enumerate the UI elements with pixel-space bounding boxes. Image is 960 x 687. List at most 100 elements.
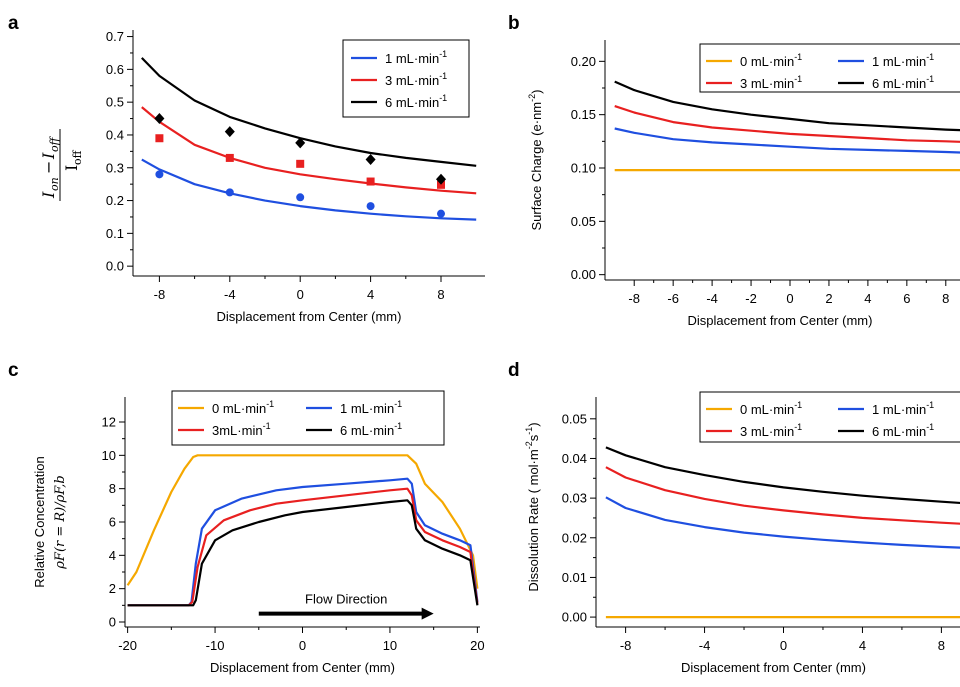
data-point-a-0-0 (155, 170, 164, 179)
series-line-b-3 (614, 80, 960, 132)
series-line-c-0 (126, 454, 479, 589)
y-tick-label-d-1: 0.01 (562, 570, 587, 585)
ylabel-b-sup: -2 (527, 94, 537, 102)
ylabel-a-num-sub2: off (48, 135, 61, 152)
legend-label-sup: -1 (394, 399, 402, 409)
panel-a-plot: 0.0 0.1 0.2 0.3 0.4 0.5 0.6 0.7 -8 -4 0 4 8 Displacem… (106, 29, 485, 324)
data-point-a-1-0 (155, 134, 164, 143)
legend-label-sup: -1 (794, 400, 802, 410)
legend-label-text: 1 mL·min (872, 402, 926, 417)
x-tick-label-c-0: -20 (118, 638, 137, 653)
x-tick-label-d-4: 8 (938, 638, 945, 653)
series-line-c-2 (127, 487, 479, 607)
ylabel-d-mid: s (526, 434, 541, 441)
x-tick-label-d-0: -8 (620, 638, 632, 653)
data-point-a-1-2 (296, 159, 305, 168)
data-point-a-1-4 (437, 180, 445, 189)
y-tick-label-b-2: 0.10 (571, 161, 596, 176)
x-tick-label-d-2: 0 (780, 638, 787, 653)
legend-box-a (342, 39, 470, 118)
y-tick-label-d-4: 0.04 (562, 451, 587, 466)
legend-label-c-2: 3mL·min-1 (212, 421, 271, 438)
series-line-b-2 (614, 105, 960, 143)
legend-label-text: 3 mL·min (385, 73, 439, 88)
plots-layer: 0.0 0.1 0.2 0.3 0.4 0.5 0.6 0.7 -8 -4 0 4 8 Displacem… (102, 29, 960, 675)
x-tick-label-a-4: 8 (437, 287, 444, 302)
ylabel-c-line2: ρF(r = R)/ρF,b (53, 475, 68, 569)
legend-label-text: 1 mL·min (385, 51, 439, 66)
x-tick-label-a-3: 4 (367, 287, 374, 302)
panel-letter-a: a (8, 13, 19, 34)
series-line-b-1 (614, 127, 960, 154)
legend-label-text: 0 mL·min (212, 401, 266, 416)
x-tick-label-c-1: -10 (206, 638, 225, 653)
legend-label-sup: -1 (394, 421, 402, 431)
legend-label-b-0: 0 mL·min-1 (740, 52, 802, 69)
y-tick-label-b-1: 0.05 (571, 214, 596, 229)
legend-label-sup: -1 (439, 93, 447, 103)
legend-label-sup: -1 (439, 71, 447, 81)
legend-label-sup: -1 (926, 52, 934, 62)
legend-label-text: 6 mL·min (385, 95, 439, 110)
legend-label-sup: -1 (926, 74, 934, 84)
flow-arrow-head (421, 607, 434, 620)
ylabel-a-minus: − (39, 161, 58, 174)
legend-label-d-0: 0 mL·min-1 (740, 400, 802, 417)
data-point-a-2-1 (224, 126, 235, 138)
legend-label-sup: -1 (794, 422, 802, 432)
y-tick-label-d-2: 0.02 (562, 530, 587, 545)
y-tick-label-a-6: 0.6 (106, 62, 124, 77)
x-tick-label-c-2: 0 (299, 638, 306, 653)
legend-label-sup: -1 (439, 49, 447, 59)
ylabel-a-num-i2: I (39, 152, 58, 160)
data-point-a-2-0 (154, 113, 165, 125)
legend-label-text: 3 mL·min (740, 424, 794, 439)
y-tick-label-c-2: 4 (109, 548, 116, 563)
legend-label-text: 0 mL·min (740, 402, 794, 417)
legend-label-c-0: 0 mL·min-1 (212, 399, 274, 416)
x-axis-label-c: Displacement from Center (mm) (210, 660, 395, 675)
legend-label-a-0: 1 mL·min-1 (385, 49, 447, 66)
y-tick-label-a-3: 0.3 (106, 160, 124, 175)
panel-b-ylabel: Surface Charge (e·nm-2) (527, 90, 544, 231)
ylabel-b-close: ) (529, 90, 544, 94)
x-tick-label-b-8: 8 (942, 291, 949, 306)
x-tick-label-b-1: -6 (667, 291, 679, 306)
legend-label-text: 1 mL·min (340, 401, 394, 416)
x-tick-label-c-3: 10 (383, 638, 397, 653)
ylabel-c-line1: Relative Concentration (32, 456, 47, 588)
x-tick-label-b-4: 0 (786, 291, 793, 306)
y-tick-label-c-0: 0 (109, 615, 116, 630)
ylabel-d-sup1: -2 (524, 441, 534, 449)
legend-label-text: 3 mL·min (740, 76, 794, 91)
legend-label-text: 0 mL·min (740, 54, 794, 69)
legend-label-text: 6 mL·min (340, 423, 394, 438)
data-point-a-2-3 (365, 154, 376, 166)
legend-label-sup: -1 (794, 52, 802, 62)
legend-label-sup: -1 (794, 74, 802, 84)
legend-label-sup: -1 (926, 422, 934, 432)
panel-letter-d: d (508, 360, 520, 381)
series-line-c-1 (127, 477, 479, 607)
y-tick-label-d-5: 0.05 (562, 411, 587, 426)
series-line-d-3 (605, 446, 960, 505)
y-tick-label-b-3: 0.15 (571, 107, 596, 122)
x-tick-label-b-5: 2 (825, 291, 832, 306)
legend-box-c (171, 390, 445, 446)
data-point-a-0-3 (366, 202, 375, 211)
x-axis-label-b: Displacement from Center (mm) (688, 313, 873, 328)
y-tick-label-c-3: 6 (109, 515, 116, 530)
legend-label-b-1: 1 mL·min-1 (872, 52, 934, 69)
series-line-d-1 (605, 496, 960, 549)
legend-label-b-2: 3 mL·min-1 (740, 74, 802, 91)
legend-label-text: 1 mL·min (872, 54, 926, 69)
legend-label-sup: -1 (266, 399, 274, 409)
series-line-a-0 (141, 158, 477, 221)
y-tick-label-a-4: 0.4 (106, 127, 124, 142)
series-line-a-1 (141, 106, 477, 195)
y-tick-label-d-0: 0.00 (562, 610, 587, 625)
legend-label-a-1: 3 mL·min-1 (385, 71, 447, 88)
legend-label-d-3: 6 mL·min-1 (872, 422, 934, 439)
ylabel-a-num-sub1: on (48, 177, 61, 191)
